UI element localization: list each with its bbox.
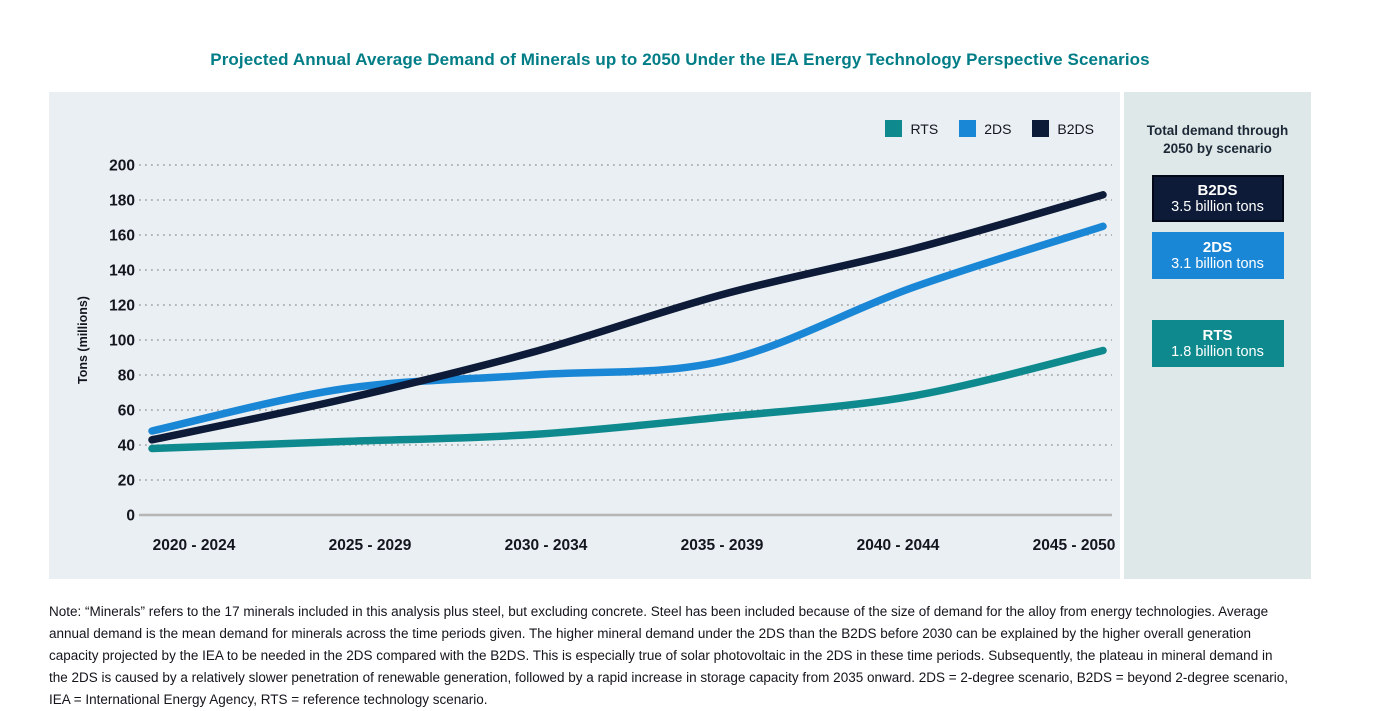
divider: [1120, 92, 1124, 579]
y-tick-label: 120: [109, 298, 135, 315]
legend-label-b2ds: B2DS: [1057, 120, 1094, 137]
y-tick-label: 160: [109, 228, 135, 245]
legend-item-b2ds: B2DS: [1032, 120, 1094, 137]
scenario-box-value: 3.5 billion tons: [1171, 198, 1264, 215]
series-line-b2ds: [148, 191, 1107, 444]
y-tick-label: 140: [109, 263, 135, 280]
series-line-rts: [148, 346, 1107, 453]
y-tick-label: 180: [109, 193, 135, 210]
y-tick-label: 40: [118, 438, 135, 455]
b2ds-swatch-icon: [1032, 120, 1050, 137]
2ds-swatch-icon: [959, 120, 977, 137]
legend-item-rts: RTS: [885, 120, 938, 137]
chart-canvas: 0 20 40 60 80 100 120 140 160 180 200 Tons (million…: [76, 158, 1116, 555]
y-tick-label: 0: [126, 508, 135, 525]
y-tick-label: 100: [109, 333, 135, 350]
figure: Projected Annual Average Demand of Miner…: [49, 0, 1311, 711]
scenario-box-label: B2DS: [1197, 181, 1238, 199]
legend-label-rts: RTS: [910, 120, 939, 137]
legend-label-2ds: 2DS: [984, 120, 1012, 137]
y-tick-label: 20: [118, 473, 135, 490]
y-tick-label: 60: [118, 403, 135, 420]
scenario-box-label: RTS: [1202, 326, 1233, 344]
chart-legend: RTS 2DS B2DS: [885, 120, 1094, 137]
scenario-box-value: 3.1 billion tons: [1171, 255, 1264, 272]
chart-title: Projected Annual Average Demand of Miner…: [210, 50, 1150, 69]
scenario-box-rts: RTS 1.8 billion tons: [1151, 320, 1284, 368]
y-axis-label: Tons (millions): [76, 296, 90, 384]
scenario-box-label: 2DS: [1202, 238, 1233, 256]
scenario-box-value: 1.8 billion tons: [1171, 343, 1264, 360]
scenario-box-b2ds: B2DS 3.5 billion tons: [1151, 175, 1284, 223]
x-tick-label: 2040 - 2044: [857, 537, 940, 554]
series-line-2ds: [148, 222, 1107, 435]
panel-heading: Total demand through 2050 by scenario: [1146, 123, 1289, 157]
x-tick-label: 2045 - 2050: [1033, 537, 1116, 554]
legend-item-2ds: 2DS: [959, 120, 1011, 137]
x-tick-label: 2025 - 2029: [329, 537, 412, 554]
note-text: Note: “Minerals” refers to the 17 minera…: [49, 604, 1288, 707]
rts-swatch-icon: [885, 120, 903, 137]
chart-row: RTS 2DS B2DS 0 20 40 60 80 100 120 140 160 180 200…: [49, 92, 1311, 579]
y-tick-label: 80: [118, 368, 135, 385]
x-tick-label: 2035 - 2039: [681, 537, 764, 554]
scenario-box-2ds: 2DS 3.1 billion tons: [1151, 232, 1284, 280]
y-tick-label: 200: [109, 158, 135, 175]
chart-area: RTS 2DS B2DS 0 20 40 60 80 100 120 140 160 180 200…: [49, 92, 1120, 579]
x-tick-label: 2020 - 2024: [153, 537, 236, 554]
summary-panel: Total demand through 2050 by scenario B2…: [1124, 92, 1311, 579]
x-tick-label: 2030 - 2034: [505, 537, 588, 554]
